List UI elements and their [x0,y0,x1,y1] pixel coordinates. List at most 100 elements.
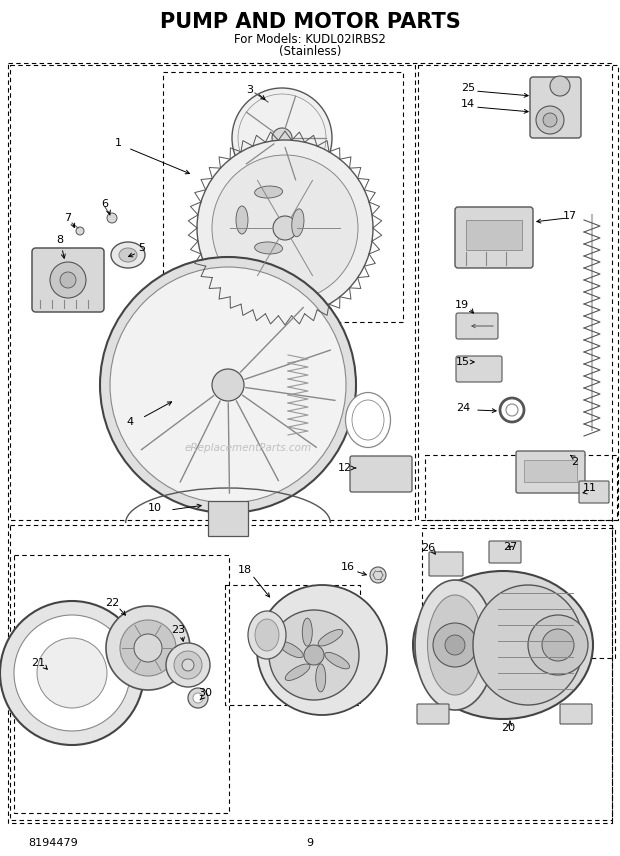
Ellipse shape [345,393,391,448]
Circle shape [0,601,144,745]
FancyBboxPatch shape [456,313,498,339]
Ellipse shape [255,186,283,198]
Circle shape [166,643,210,687]
Text: 14: 14 [461,99,475,109]
Circle shape [272,128,292,148]
Ellipse shape [318,629,343,646]
Ellipse shape [257,585,387,715]
Text: 12: 12 [338,463,352,473]
Circle shape [107,213,117,223]
Circle shape [528,615,588,675]
FancyBboxPatch shape [579,481,609,503]
Text: (Stainless): (Stainless) [279,45,341,57]
FancyBboxPatch shape [489,541,521,563]
Circle shape [212,155,358,301]
Text: 9: 9 [306,838,314,848]
Text: 10: 10 [148,503,162,513]
Text: 26: 26 [421,543,435,553]
Circle shape [182,659,194,671]
FancyBboxPatch shape [417,704,449,724]
Ellipse shape [303,618,312,646]
Text: 5: 5 [138,243,146,253]
Bar [279,311,291,341]
Ellipse shape [255,242,283,254]
Circle shape [433,623,477,667]
Text: 8: 8 [56,235,64,245]
Text: 18: 18 [238,565,252,575]
Ellipse shape [248,611,286,659]
Text: 3: 3 [247,85,254,95]
Circle shape [197,140,373,316]
Circle shape [543,113,557,127]
Text: 23: 23 [171,625,185,635]
Text: 16: 16 [341,562,355,572]
Text: 4: 4 [126,417,133,427]
Circle shape [193,693,203,703]
FancyBboxPatch shape [516,451,585,493]
Bar [208,501,248,536]
Text: 2: 2 [572,457,578,467]
Ellipse shape [255,619,279,651]
Circle shape [14,615,130,731]
Text: 17: 17 [563,211,577,221]
Text: 30: 30 [198,688,212,698]
FancyBboxPatch shape [350,456,412,492]
Ellipse shape [428,595,482,695]
Circle shape [232,88,332,188]
Text: 19: 19 [455,300,469,310]
Circle shape [174,651,202,679]
Circle shape [37,638,107,708]
Text: PUMP AND MOTOR PARTS: PUMP AND MOTOR PARTS [159,12,461,32]
Ellipse shape [413,571,593,719]
Ellipse shape [292,209,304,237]
Bar [524,460,577,482]
Circle shape [370,567,386,583]
Text: 24: 24 [456,403,470,413]
Circle shape [134,634,162,662]
FancyBboxPatch shape [560,704,592,724]
Ellipse shape [269,610,359,700]
Bar [466,220,522,250]
Circle shape [536,106,564,134]
Circle shape [445,635,465,655]
FancyBboxPatch shape [530,77,581,138]
Circle shape [110,267,346,503]
Text: 22: 22 [105,598,119,608]
Text: 15: 15 [456,357,470,367]
Text: 27: 27 [503,542,517,552]
Circle shape [120,620,176,676]
Ellipse shape [119,248,137,262]
Circle shape [542,629,574,661]
Circle shape [60,272,76,288]
Text: eReplacementParts.com: eReplacementParts.com [184,443,312,453]
Ellipse shape [111,242,145,268]
Text: 11: 11 [583,483,597,493]
Text: 1: 1 [115,138,122,148]
FancyBboxPatch shape [456,356,502,382]
Ellipse shape [236,206,248,234]
Ellipse shape [278,641,303,657]
Text: For Models: KUDL02IRBS2: For Models: KUDL02IRBS2 [234,33,386,45]
FancyBboxPatch shape [32,248,104,312]
FancyBboxPatch shape [429,552,463,576]
Text: 25: 25 [461,83,475,93]
Ellipse shape [415,580,495,710]
Circle shape [100,257,356,513]
Ellipse shape [325,652,350,669]
Circle shape [106,606,190,690]
Text: 8194479: 8194479 [28,838,78,848]
Text: 7: 7 [64,213,71,223]
Circle shape [212,369,244,401]
Ellipse shape [473,585,583,705]
Circle shape [76,227,84,235]
Circle shape [273,216,297,240]
Circle shape [304,645,324,665]
FancyBboxPatch shape [455,207,533,268]
Text: 20: 20 [501,723,515,733]
Text: 6: 6 [102,199,108,209]
Ellipse shape [285,664,310,681]
Circle shape [550,76,570,96]
Circle shape [50,262,86,298]
Circle shape [267,100,277,110]
Text: 21: 21 [31,658,45,668]
